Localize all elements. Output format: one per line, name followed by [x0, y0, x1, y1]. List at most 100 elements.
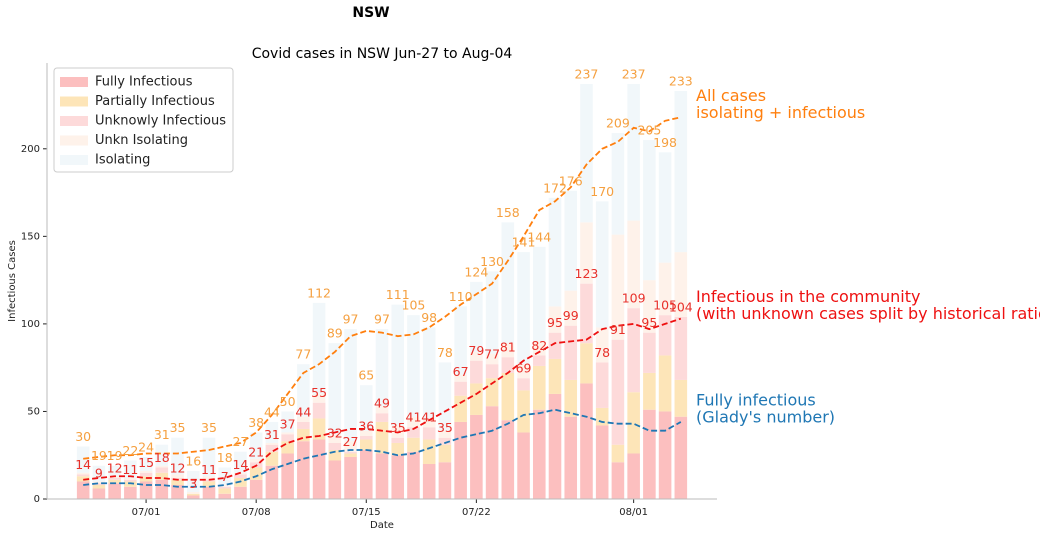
data-label: 141 — [512, 235, 536, 250]
bar-segment — [359, 430, 373, 436]
bar-segment — [548, 332, 562, 359]
data-label: 35 — [170, 420, 186, 435]
x-tick-label: 07/15 — [352, 507, 381, 518]
bar-segment — [532, 246, 546, 342]
bar-segment — [501, 357, 515, 373]
data-label: 3 — [189, 476, 197, 491]
data-label: 110 — [449, 289, 473, 304]
bar-segment — [391, 437, 405, 443]
annotation: Fully infectious — [696, 390, 816, 409]
data-label: 15 — [138, 455, 154, 470]
bar-segment — [155, 472, 169, 480]
bar-segment — [265, 444, 279, 452]
bar-segment — [375, 413, 389, 422]
bar-segment — [155, 479, 169, 499]
bar-segment — [312, 418, 326, 440]
bar-segment — [658, 152, 672, 263]
bar-segment — [643, 409, 656, 499]
bar-segment — [281, 411, 294, 433]
data-label: 77 — [295, 347, 311, 362]
legend-label: Isolating — [95, 153, 150, 168]
bar-segment — [76, 446, 90, 473]
bar-segment — [407, 416, 420, 428]
bar-segment — [171, 484, 184, 499]
data-label: 78 — [437, 345, 453, 360]
legend-label: Fully Infectious — [95, 75, 193, 90]
data-label: 237 — [575, 67, 599, 82]
bar-segment — [92, 481, 106, 484]
data-label: 12 — [170, 460, 186, 475]
bar-segment — [359, 435, 373, 440]
bar-segment — [454, 374, 467, 382]
annotation: isolating + infectious — [696, 103, 865, 122]
bar-segment — [501, 222, 515, 344]
bar-segment — [548, 358, 562, 394]
bar-segment — [438, 462, 452, 499]
bar-segment — [658, 411, 672, 499]
data-label: 158 — [496, 205, 520, 220]
data-label: 14 — [75, 457, 91, 472]
data-label: 111 — [386, 287, 410, 302]
bar-segment — [171, 479, 184, 485]
data-label: 65 — [358, 368, 374, 383]
bar-segment — [548, 197, 562, 307]
data-label: 124 — [464, 264, 488, 279]
bar-segment — [485, 353, 499, 365]
bar-segment — [407, 451, 420, 499]
bar-segment — [124, 477, 137, 480]
bar-segment — [76, 481, 90, 499]
bar-segment — [344, 451, 357, 454]
bar-segment — [359, 439, 373, 450]
legend-swatch — [60, 96, 88, 107]
bar-segment — [470, 360, 483, 384]
trend-line — [83, 317, 682, 481]
legend-label: Unkn Isolating — [95, 133, 188, 148]
bar-segment — [281, 441, 294, 454]
annotation: Infectious in the community — [696, 287, 920, 306]
bar-segment — [312, 439, 326, 499]
bar-segment — [312, 402, 326, 419]
bar-segment — [658, 315, 672, 356]
data-label: 95 — [641, 315, 657, 330]
bar-segment — [548, 393, 562, 499]
data-label: 78 — [594, 345, 610, 360]
bar-segment — [595, 201, 609, 328]
bar-segment — [249, 479, 263, 499]
bar-segment — [92, 484, 106, 489]
data-label: 97 — [343, 312, 359, 327]
data-label: 97 — [374, 312, 390, 327]
data-label: 41 — [406, 410, 422, 425]
bar-segment — [674, 416, 688, 499]
bar-segment — [124, 460, 137, 478]
data-label: 44 — [264, 404, 280, 419]
y-tick-label: 100 — [21, 319, 40, 330]
bar-segment — [517, 378, 530, 391]
bar-segment — [454, 395, 467, 422]
bar-segment — [580, 383, 593, 499]
data-label: 24 — [138, 439, 154, 454]
bar-segment — [344, 329, 357, 442]
data-label: 112 — [307, 285, 331, 300]
data-label: 81 — [500, 340, 516, 355]
bar-segment — [76, 474, 90, 477]
data-label: 176 — [559, 173, 583, 188]
data-label: 69 — [516, 361, 532, 376]
bar-segment — [312, 302, 326, 394]
bar-segment — [328, 449, 342, 461]
data-label: 35 — [201, 420, 217, 435]
data-label: 130 — [480, 254, 504, 269]
bar-segment — [155, 444, 169, 466]
bar-segment — [218, 484, 232, 487]
bar-segment — [643, 332, 656, 373]
bar-segment — [674, 91, 688, 253]
bar-segment — [139, 456, 153, 471]
data-label: 22 — [122, 443, 138, 458]
bar-segment — [517, 390, 530, 433]
bar-segment — [422, 463, 436, 499]
bar-segment — [470, 281, 483, 352]
data-label: 11 — [122, 462, 138, 477]
data-label: 11 — [201, 462, 217, 477]
bar-segment — [249, 432, 263, 459]
y-tick-label: 0 — [34, 494, 40, 505]
bar-segment — [124, 479, 137, 482]
